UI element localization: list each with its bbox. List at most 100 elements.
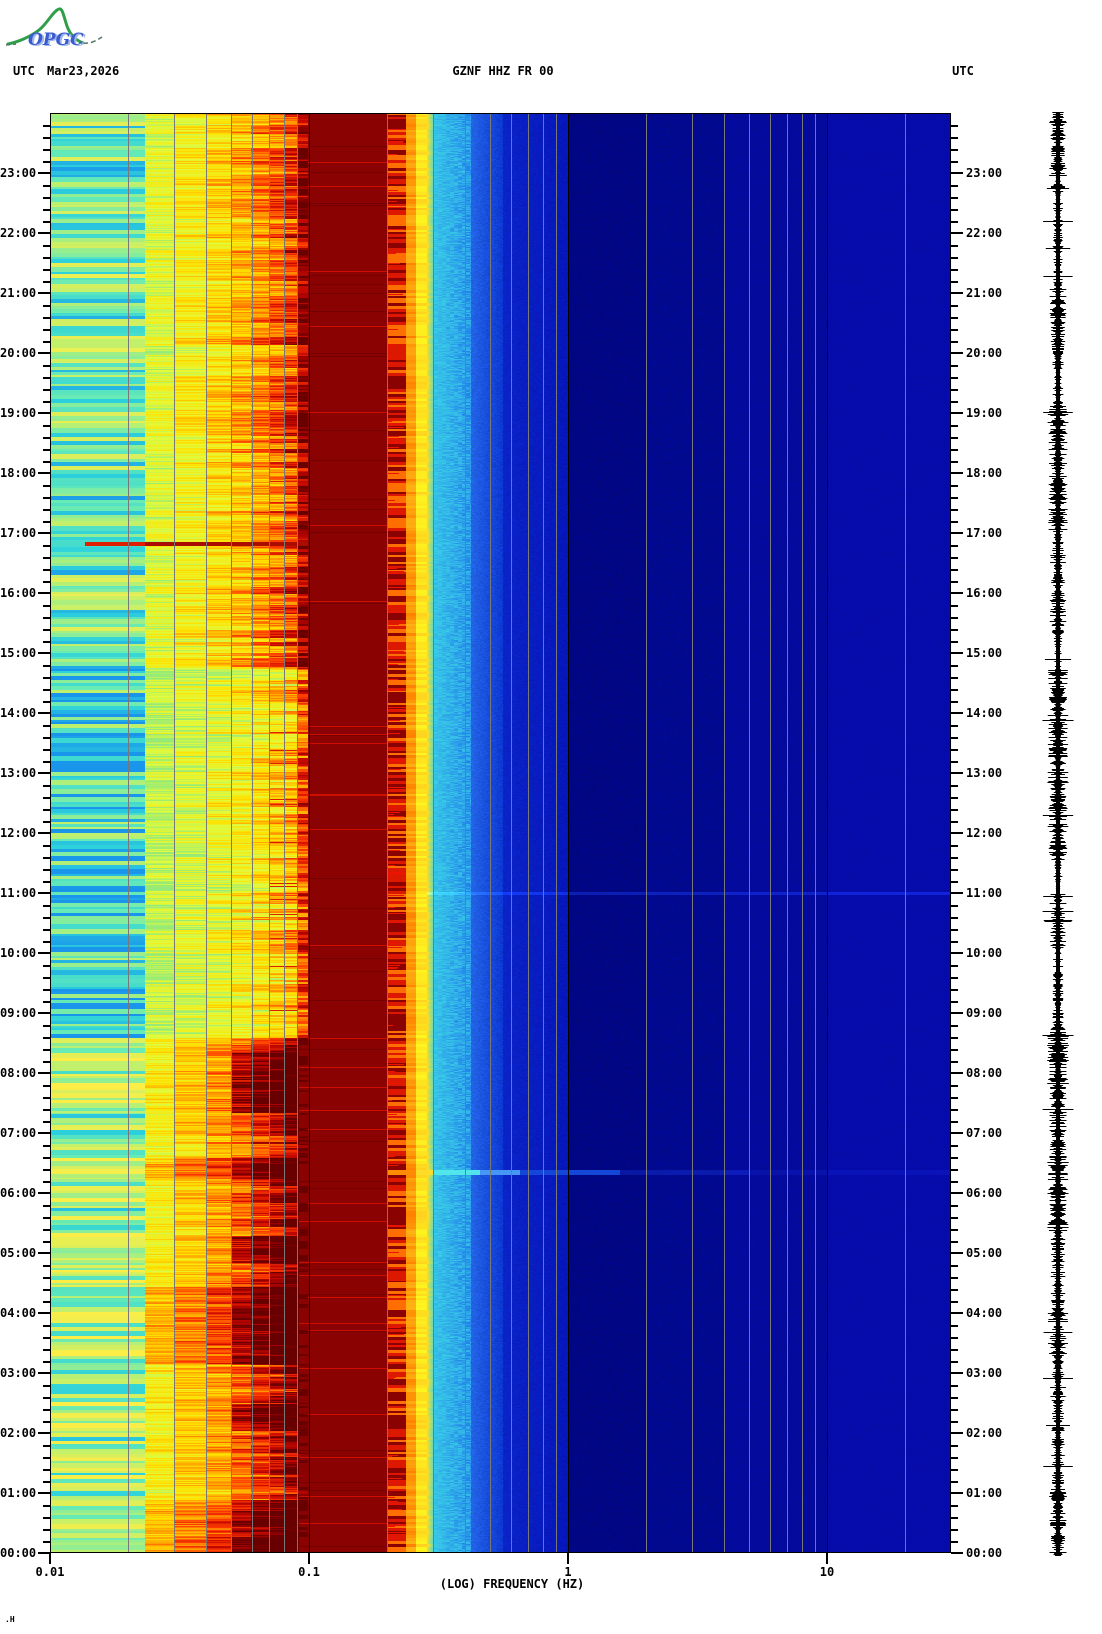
y-minor-tick-left [43, 689, 50, 691]
y-minor-tick-right [951, 677, 958, 679]
y-minor-tick-left [43, 1169, 50, 1171]
y-minor-tick-left [43, 737, 50, 739]
header-utc-right: UTC [952, 64, 974, 78]
y-minor-tick-left [43, 437, 50, 439]
y-minor-tick-right [951, 269, 958, 271]
y-minor-tick-left [43, 269, 50, 271]
y-minor-tick-right [951, 161, 958, 163]
y-major-tick-left [38, 892, 50, 894]
y-minor-tick-left [43, 1337, 50, 1339]
y-minor-tick-right [951, 941, 958, 943]
y-minor-tick-right [951, 617, 958, 619]
y-minor-tick-right [951, 557, 958, 559]
y-minor-tick-left [43, 749, 50, 751]
time-label-right: 17:00 [966, 526, 1003, 540]
y-major-tick-right [951, 892, 963, 894]
logo-mountain-icon [6, 7, 85, 46]
y-major-tick-left [38, 472, 50, 474]
y-minor-tick-right [951, 1361, 958, 1363]
y-major-tick-right [951, 772, 963, 774]
time-label-left: 07:00 [0, 1126, 37, 1140]
y-minor-tick-right [951, 185, 958, 187]
y-minor-tick-right [951, 1517, 958, 1519]
y-minor-tick-right [951, 869, 958, 871]
y-minor-tick-right [951, 1217, 958, 1219]
y-minor-tick-right [951, 1481, 958, 1483]
y-minor-tick-right [951, 509, 958, 511]
y-minor-tick-right [951, 1541, 958, 1543]
y-minor-tick-right [951, 317, 958, 319]
y-minor-tick-right [951, 1457, 958, 1459]
time-label-right: 02:00 [966, 1426, 1003, 1440]
y-minor-tick-right [951, 641, 958, 643]
time-label-left: 22:00 [0, 226, 37, 240]
y-minor-tick-right [951, 425, 958, 427]
y-minor-tick-right [951, 461, 958, 463]
y-minor-tick-left [43, 1529, 50, 1531]
y-minor-tick-right [951, 1289, 958, 1291]
y-minor-tick-left [43, 461, 50, 463]
y-major-tick-left [38, 1132, 50, 1134]
y-minor-tick-right [951, 725, 958, 727]
y-minor-tick-right [951, 917, 958, 919]
y-major-tick-right [951, 1552, 963, 1554]
y-minor-tick-left [43, 1505, 50, 1507]
y-minor-tick-left [43, 209, 50, 211]
y-minor-tick-right [951, 797, 958, 799]
y-major-tick-left [38, 1432, 50, 1434]
x-tick [826, 1553, 828, 1564]
y-minor-tick-left [43, 521, 50, 523]
y-minor-tick-left [43, 1145, 50, 1147]
time-label-right: 05:00 [966, 1246, 1003, 1260]
y-minor-tick-right [951, 305, 958, 307]
y-minor-tick-left [43, 1289, 50, 1291]
time-label-right: 21:00 [966, 286, 1003, 300]
y-major-tick-left [38, 1552, 50, 1554]
y-minor-tick-left [43, 881, 50, 883]
time-label-left: 05:00 [0, 1246, 37, 1260]
y-minor-tick-left [43, 1097, 50, 1099]
y-minor-tick-left [43, 797, 50, 799]
page-title: GZNF HHZ FR 00 [452, 64, 554, 78]
y-minor-tick-right [951, 545, 958, 547]
y-minor-tick-right [951, 1061, 958, 1063]
y-minor-tick-left [43, 449, 50, 451]
y-minor-tick-right [951, 1181, 958, 1183]
y-major-tick-left [38, 952, 50, 954]
y-minor-tick-right [951, 1169, 958, 1171]
time-label-right: 01:00 [966, 1486, 1003, 1500]
y-minor-tick-left [43, 161, 50, 163]
y-minor-tick-left [43, 1025, 50, 1027]
y-minor-tick-left [43, 1265, 50, 1267]
y-major-tick-left [38, 1372, 50, 1374]
y-minor-tick-left [43, 317, 50, 319]
y-minor-tick-left [43, 281, 50, 283]
time-label-left: 02:00 [0, 1426, 37, 1440]
y-minor-tick-right [951, 689, 958, 691]
y-minor-tick-left [43, 545, 50, 547]
y-minor-tick-left [43, 1205, 50, 1207]
time-label-right: 14:00 [966, 706, 1003, 720]
y-minor-tick-right [951, 1145, 958, 1147]
y-minor-tick-right [951, 749, 958, 751]
y-minor-tick-right [951, 665, 958, 667]
y-minor-tick-right [951, 245, 958, 247]
freq-label: 1 [564, 1565, 572, 1579]
y-minor-tick-left [43, 185, 50, 187]
y-major-tick-right [951, 1072, 963, 1074]
y-minor-tick-right [951, 521, 958, 523]
y-minor-tick-right [951, 929, 958, 931]
header-utc-left: UTC [13, 64, 35, 78]
y-major-tick-left [38, 1252, 50, 1254]
y-minor-tick-left [43, 1397, 50, 1399]
y-minor-tick-right [951, 257, 958, 259]
y-minor-tick-left [43, 1277, 50, 1279]
time-label-left: 08:00 [0, 1066, 37, 1080]
y-minor-tick-left [43, 1229, 50, 1231]
y-minor-tick-right [951, 965, 958, 967]
y-minor-tick-left [43, 629, 50, 631]
y-minor-tick-left [43, 1061, 50, 1063]
time-label-left: 18:00 [0, 466, 37, 480]
y-minor-tick-left [43, 569, 50, 571]
freq-label: 10 [819, 1565, 835, 1579]
